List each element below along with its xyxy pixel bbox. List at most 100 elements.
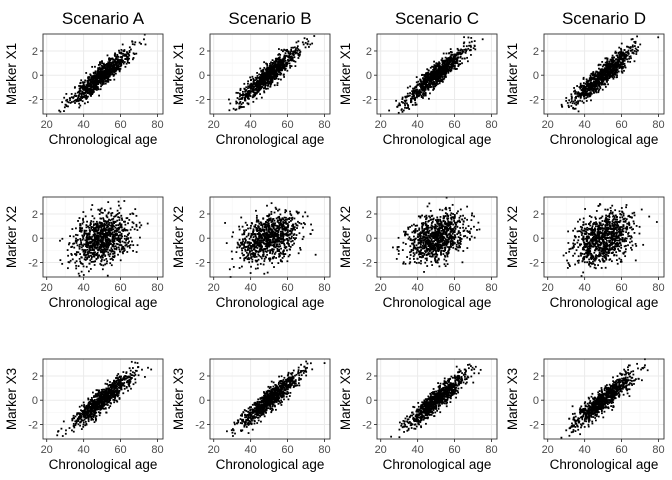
data-point <box>101 83 104 86</box>
data-point <box>240 247 243 250</box>
data-point <box>246 102 249 105</box>
data-point <box>93 236 96 239</box>
data-point <box>98 237 100 239</box>
data-point <box>580 92 583 95</box>
y-axis-title: Marker X1 <box>505 43 520 105</box>
data-point <box>580 86 583 89</box>
data-point <box>589 89 591 92</box>
data-point <box>271 67 273 70</box>
data-point <box>238 107 241 110</box>
data-point <box>621 63 624 66</box>
data-point <box>276 65 279 68</box>
data-point <box>657 36 660 39</box>
data-point <box>577 110 580 113</box>
data-point <box>268 77 271 80</box>
data-point <box>251 85 254 87</box>
data-point <box>271 239 274 241</box>
data-point <box>239 89 242 92</box>
data-point <box>630 57 632 60</box>
data-point <box>95 88 98 91</box>
data-point <box>442 72 445 75</box>
x-tick-label: 60 <box>281 119 293 131</box>
data-point <box>124 53 127 56</box>
data-point <box>100 221 103 224</box>
data-point <box>277 262 280 264</box>
data-point <box>274 64 276 67</box>
data-point <box>97 241 100 244</box>
data-point <box>604 70 607 73</box>
data-point <box>114 220 117 223</box>
data-point <box>93 74 96 77</box>
data-point <box>75 267 78 270</box>
data-point <box>111 231 114 234</box>
data-point <box>89 246 91 248</box>
y-tick-label: 2 <box>199 46 205 58</box>
data-point <box>67 254 69 257</box>
data-point <box>135 214 138 217</box>
data-point <box>95 246 98 249</box>
data-point <box>106 80 108 83</box>
data-point <box>111 250 114 253</box>
data-point <box>128 246 131 249</box>
data-point <box>84 251 87 254</box>
data-point <box>114 52 116 55</box>
data-point <box>438 80 441 83</box>
data-point <box>297 54 300 56</box>
data-point <box>285 49 288 52</box>
data-point <box>110 233 112 236</box>
data-point <box>261 73 264 76</box>
data-point <box>274 63 277 66</box>
data-point <box>91 238 94 241</box>
data-point <box>91 229 94 232</box>
data-point <box>99 229 102 232</box>
data-point <box>236 101 239 104</box>
data-point <box>623 49 626 51</box>
data-point <box>118 219 121 221</box>
data-point <box>80 243 83 246</box>
data-point <box>103 234 106 236</box>
data-point <box>76 244 79 247</box>
data-point <box>83 231 86 234</box>
data-point <box>613 59 616 62</box>
data-point <box>97 242 100 245</box>
data-point <box>81 85 84 88</box>
data-point <box>116 239 119 242</box>
data-point <box>595 84 597 86</box>
data-point <box>69 97 71 100</box>
data-point <box>612 59 614 61</box>
data-point <box>610 60 613 63</box>
data-point <box>95 226 98 229</box>
data-point <box>253 85 255 88</box>
data-point <box>429 92 431 95</box>
data-point <box>606 65 609 67</box>
data-point <box>248 97 250 100</box>
data-point <box>94 82 97 84</box>
data-point <box>453 65 456 68</box>
data-point <box>277 231 280 234</box>
data-point <box>420 95 423 98</box>
data-point <box>84 256 87 259</box>
data-point <box>636 35 639 38</box>
data-point <box>136 244 139 247</box>
data-point <box>108 230 111 233</box>
data-point <box>118 244 121 246</box>
data-point <box>97 88 100 91</box>
data-point <box>88 76 91 78</box>
data-point <box>92 91 95 93</box>
data-point <box>246 97 249 100</box>
data-point <box>98 75 101 78</box>
data-point <box>252 91 255 94</box>
data-point <box>276 220 279 223</box>
data-point <box>119 224 122 227</box>
data-point <box>107 245 110 248</box>
data-point <box>146 222 149 225</box>
data-point <box>127 222 129 225</box>
data-point <box>430 72 433 75</box>
data-point <box>101 268 104 271</box>
data-point <box>82 236 84 238</box>
data-point <box>450 56 452 59</box>
data-point <box>579 84 582 87</box>
data-point <box>85 240 88 243</box>
data-point <box>109 235 112 238</box>
data-point <box>608 67 611 70</box>
